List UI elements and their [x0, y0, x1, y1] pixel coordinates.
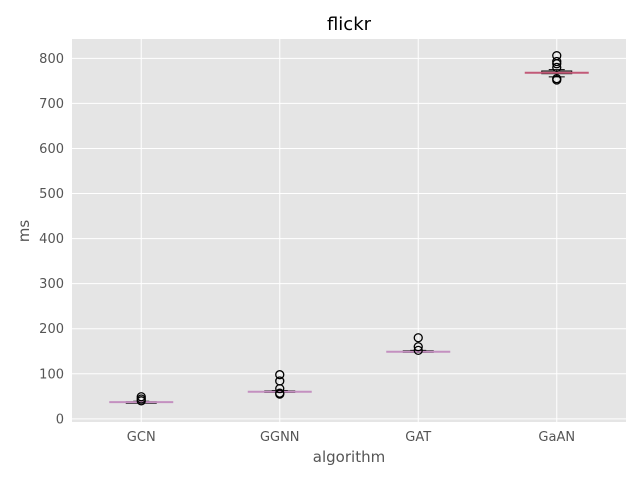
box-gat [386, 333, 451, 356]
box-gcn [109, 392, 174, 406]
outlier-point [552, 74, 562, 84]
y-tick-label: 400 [39, 232, 64, 247]
y-tick-label: 300 [39, 277, 64, 292]
outlier-point [552, 56, 562, 67]
tick-labels: 0 100 200 300 400 500 600 700 800 GCN GGNN GAT GaAN [39, 52, 575, 445]
outlier-point [136, 392, 146, 402]
y-tick-label: 200 [39, 322, 64, 337]
y-tick-label: 500 [39, 187, 64, 202]
y-tick-label: 100 [39, 367, 64, 382]
chart-title: flickr [327, 14, 372, 35]
x-tick-label: GaAN [538, 430, 575, 445]
y-tick-label: 600 [39, 142, 64, 157]
plot-area [72, 39, 626, 422]
outlier-point [413, 342, 423, 352]
boxes [109, 51, 589, 406]
y-tick-label: 800 [39, 52, 64, 67]
outlier-point [413, 333, 423, 343]
x-axis-label: algorithm [313, 448, 385, 466]
outlier-point [413, 345, 423, 356]
x-tick-label: GAT [405, 430, 431, 445]
x-tick-label: GCN [127, 430, 156, 445]
outlier-point [275, 388, 285, 398]
outlier-point [552, 51, 562, 61]
box-ggnn [247, 370, 312, 399]
grid-lines [72, 39, 626, 422]
x-tick-label: GGNN [260, 430, 300, 445]
y-tick-label: 700 [39, 97, 64, 112]
box-gaan [524, 51, 589, 85]
outlier-point [275, 370, 285, 380]
outlier-point [552, 62, 562, 73]
outlier-point [275, 376, 285, 386]
y-axis-label: ms [15, 220, 33, 243]
y-tick-label: 0 [56, 412, 64, 427]
